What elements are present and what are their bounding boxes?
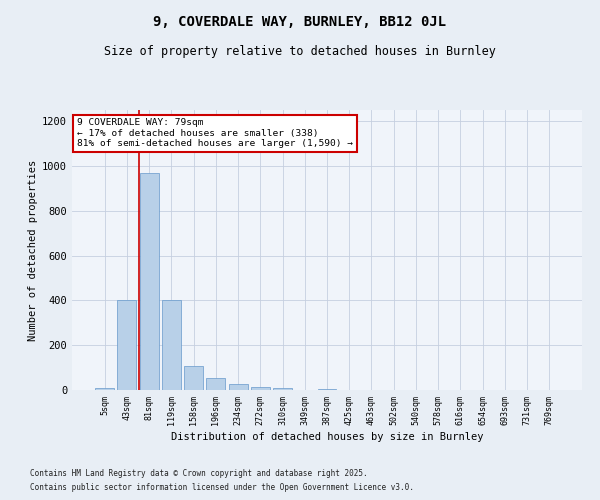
Text: Contains public sector information licensed under the Open Government Licence v3: Contains public sector information licen… xyxy=(30,484,414,492)
Bar xyxy=(184,366,203,390)
Text: Size of property relative to detached houses in Burnley: Size of property relative to detached ho… xyxy=(104,45,496,58)
Bar xyxy=(229,384,248,390)
Bar xyxy=(140,172,158,390)
Y-axis label: Number of detached properties: Number of detached properties xyxy=(28,160,38,340)
Bar xyxy=(317,389,337,390)
Bar xyxy=(273,388,292,390)
Bar xyxy=(162,300,181,390)
Bar xyxy=(206,378,225,390)
Text: Contains HM Land Registry data © Crown copyright and database right 2025.: Contains HM Land Registry data © Crown c… xyxy=(30,468,368,477)
Bar xyxy=(95,388,114,390)
Bar xyxy=(118,300,136,390)
Text: 9 COVERDALE WAY: 79sqm
← 17% of detached houses are smaller (338)
81% of semi-de: 9 COVERDALE WAY: 79sqm ← 17% of detached… xyxy=(77,118,353,148)
Text: 9, COVERDALE WAY, BURNLEY, BB12 0JL: 9, COVERDALE WAY, BURNLEY, BB12 0JL xyxy=(154,15,446,29)
Bar xyxy=(251,388,270,390)
X-axis label: Distribution of detached houses by size in Burnley: Distribution of detached houses by size … xyxy=(171,432,483,442)
